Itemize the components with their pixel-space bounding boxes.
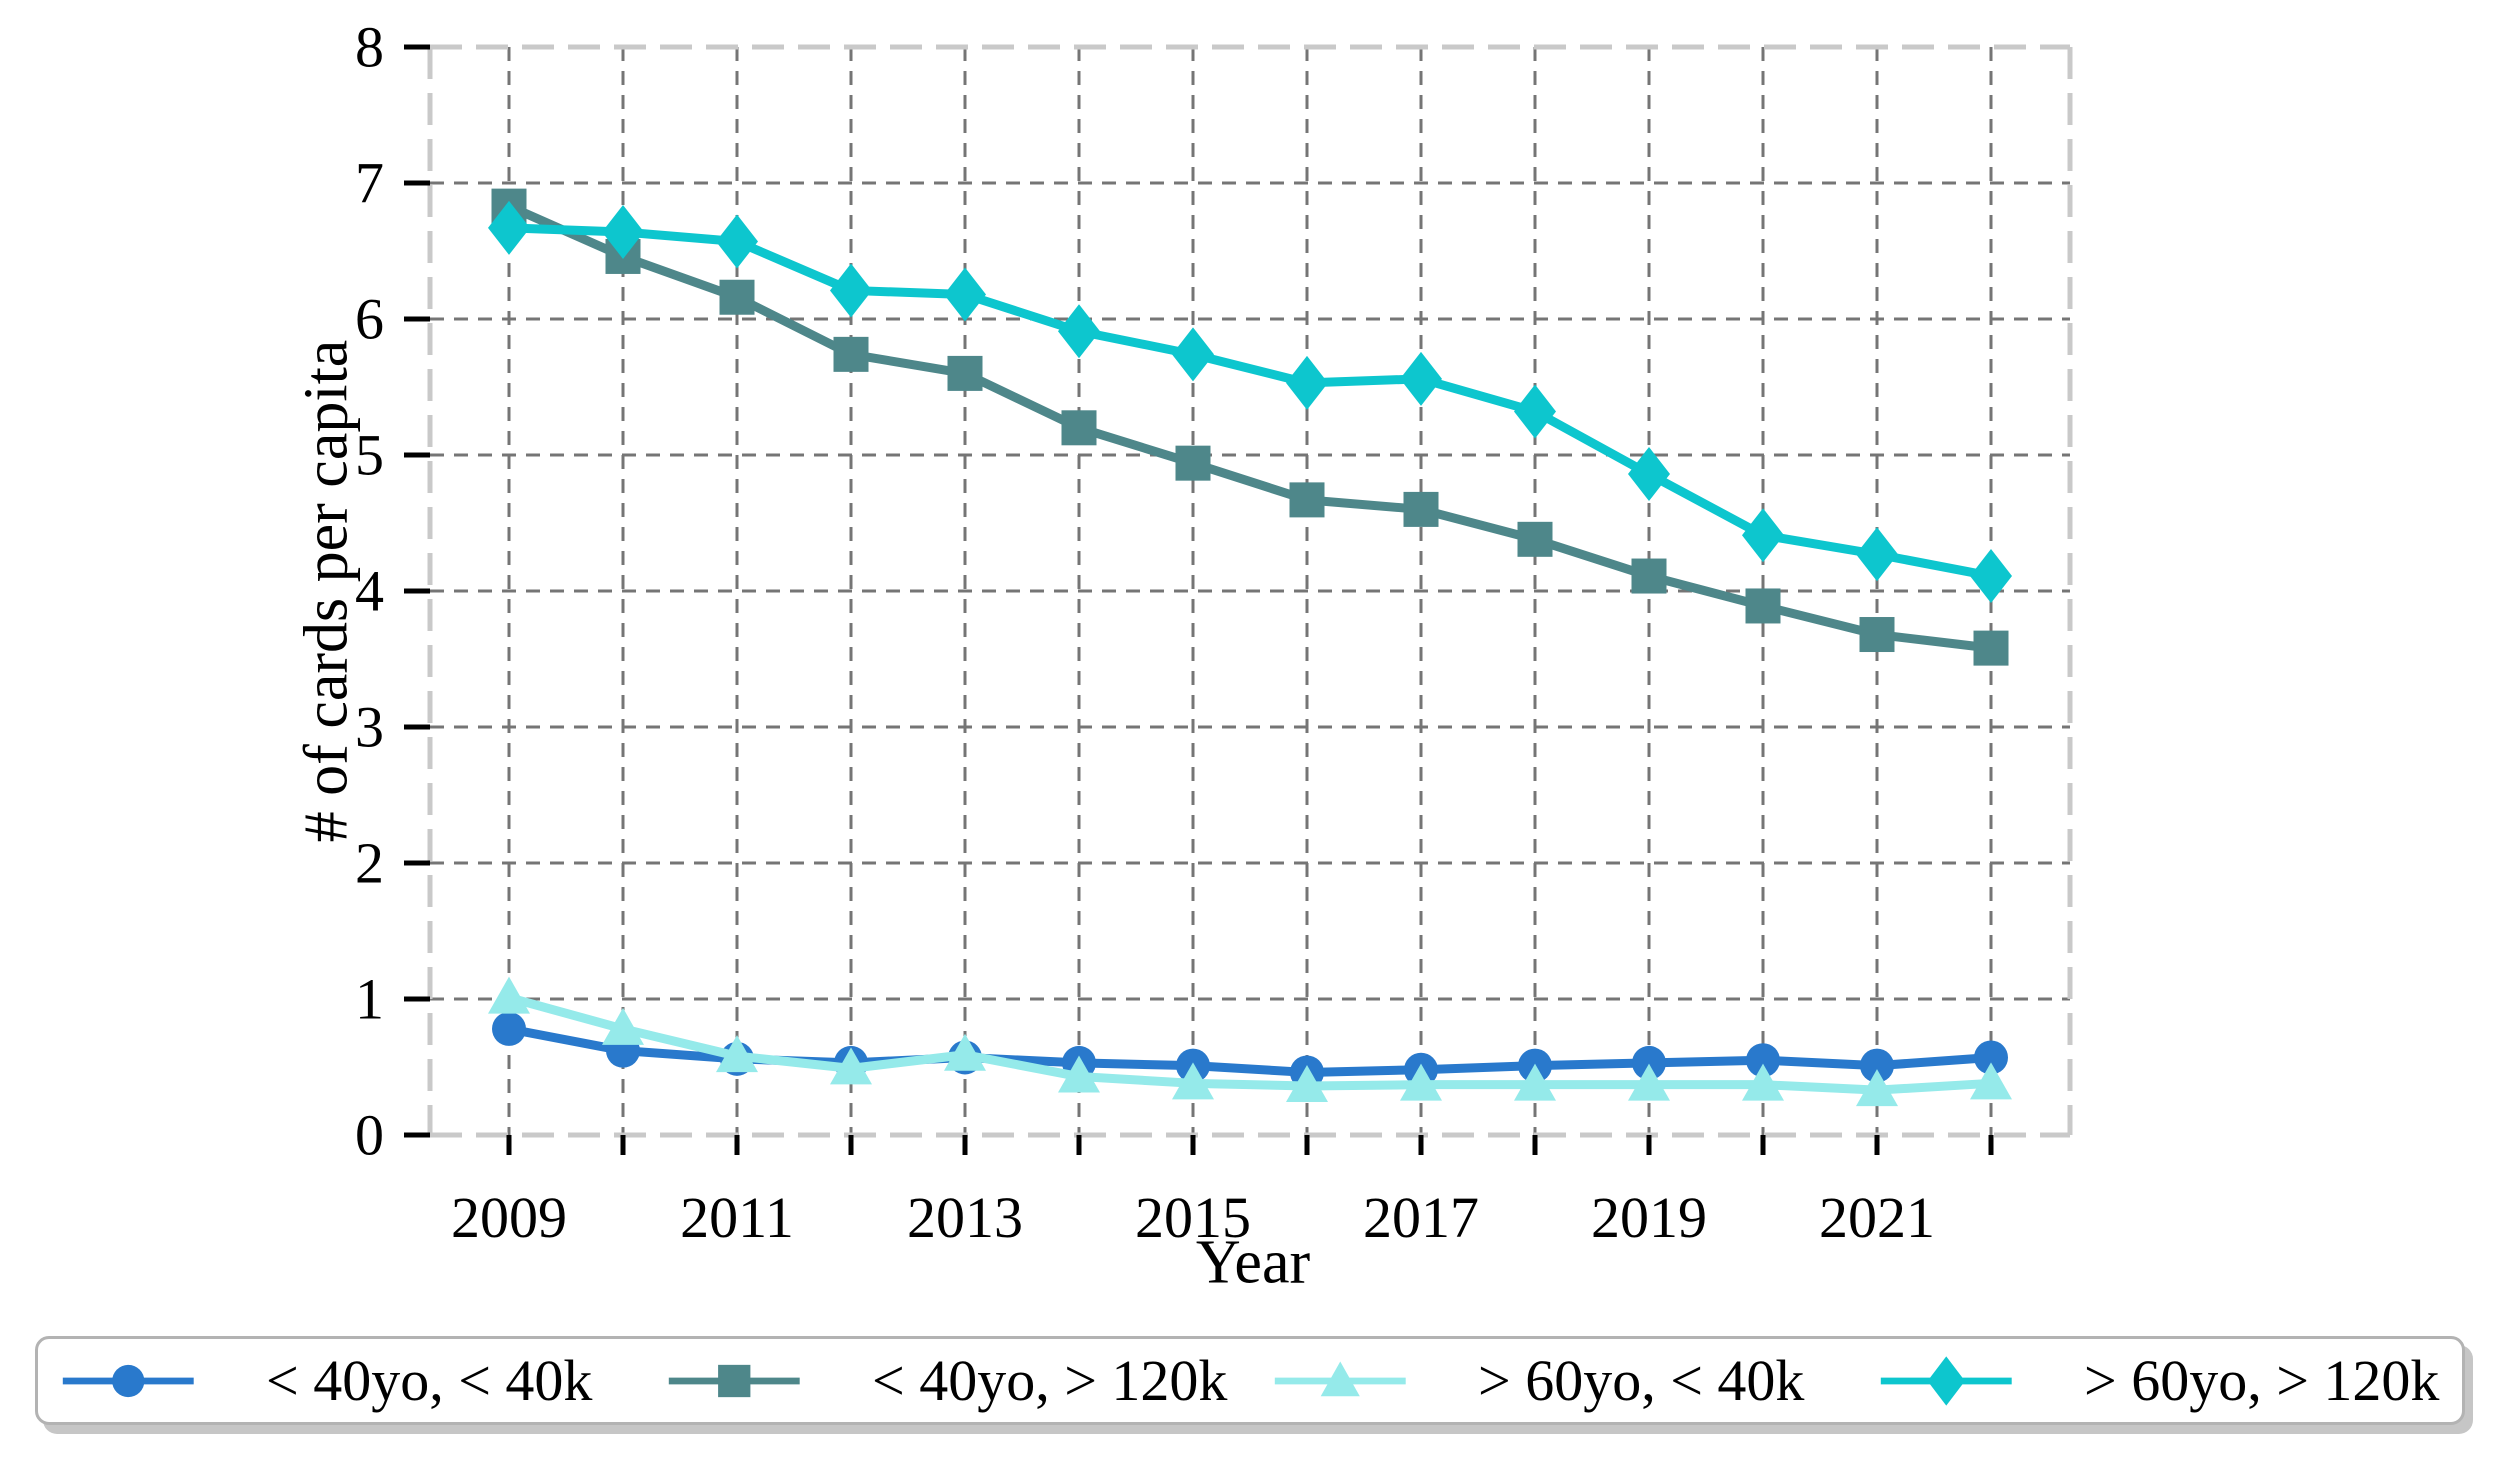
svg-text:2009: 2009 (451, 1185, 567, 1250)
svg-text:2019: 2019 (1591, 1185, 1707, 1250)
legend-label: > 60yo, < 40k (1478, 1348, 1805, 1413)
svg-text:1: 1 (355, 967, 384, 1032)
legend-entry: > 60yo, < 40k (1250, 1341, 1856, 1421)
series-square (491, 188, 2009, 666)
legend: < 40yo, < 40k < 40yo, > 120k > 60yo, < 4… (35, 1336, 2465, 1425)
svg-text:2015: 2015 (1135, 1185, 1251, 1250)
svg-text:2: 2 (355, 831, 384, 896)
svg-text:6: 6 (355, 287, 384, 352)
legend-label: < 40yo, > 120k (872, 1348, 1228, 1413)
series-triangle (488, 976, 2012, 1107)
svg-text:2021: 2021 (1819, 1185, 1935, 1250)
svg-text:3: 3 (355, 695, 384, 760)
legend-label: > 60yo, > 120k (2084, 1348, 2440, 1413)
svg-text:2011: 2011 (680, 1185, 794, 1250)
triangle-series-marker-icon (1274, 1360, 1406, 1396)
series-diamond (488, 200, 2012, 604)
svg-text:4: 4 (355, 559, 384, 624)
y-axis-label: # of cards per capita (292, 339, 361, 843)
circle-series-marker-icon (62, 1364, 194, 1397)
svg-text:2017: 2017 (1363, 1185, 1479, 1250)
legend-label: < 40yo, < 40k (266, 1348, 593, 1413)
svg-text:2013: 2013 (907, 1185, 1023, 1250)
x-axis-label: Year (1195, 1228, 1311, 1297)
square-series-marker-icon (668, 1364, 800, 1397)
svg-text:0: 0 (355, 1103, 384, 1168)
svg-text:7: 7 (355, 151, 384, 216)
svg-text:8: 8 (355, 15, 384, 80)
legend-entry: < 40yo, < 40k (38, 1341, 644, 1421)
svg-text:5: 5 (355, 423, 384, 488)
legend-entry: > 60yo, > 120k (1856, 1341, 2462, 1421)
legend-entry: < 40yo, > 120k (644, 1341, 1250, 1421)
diamond-series-marker-icon (1880, 1355, 2012, 1406)
